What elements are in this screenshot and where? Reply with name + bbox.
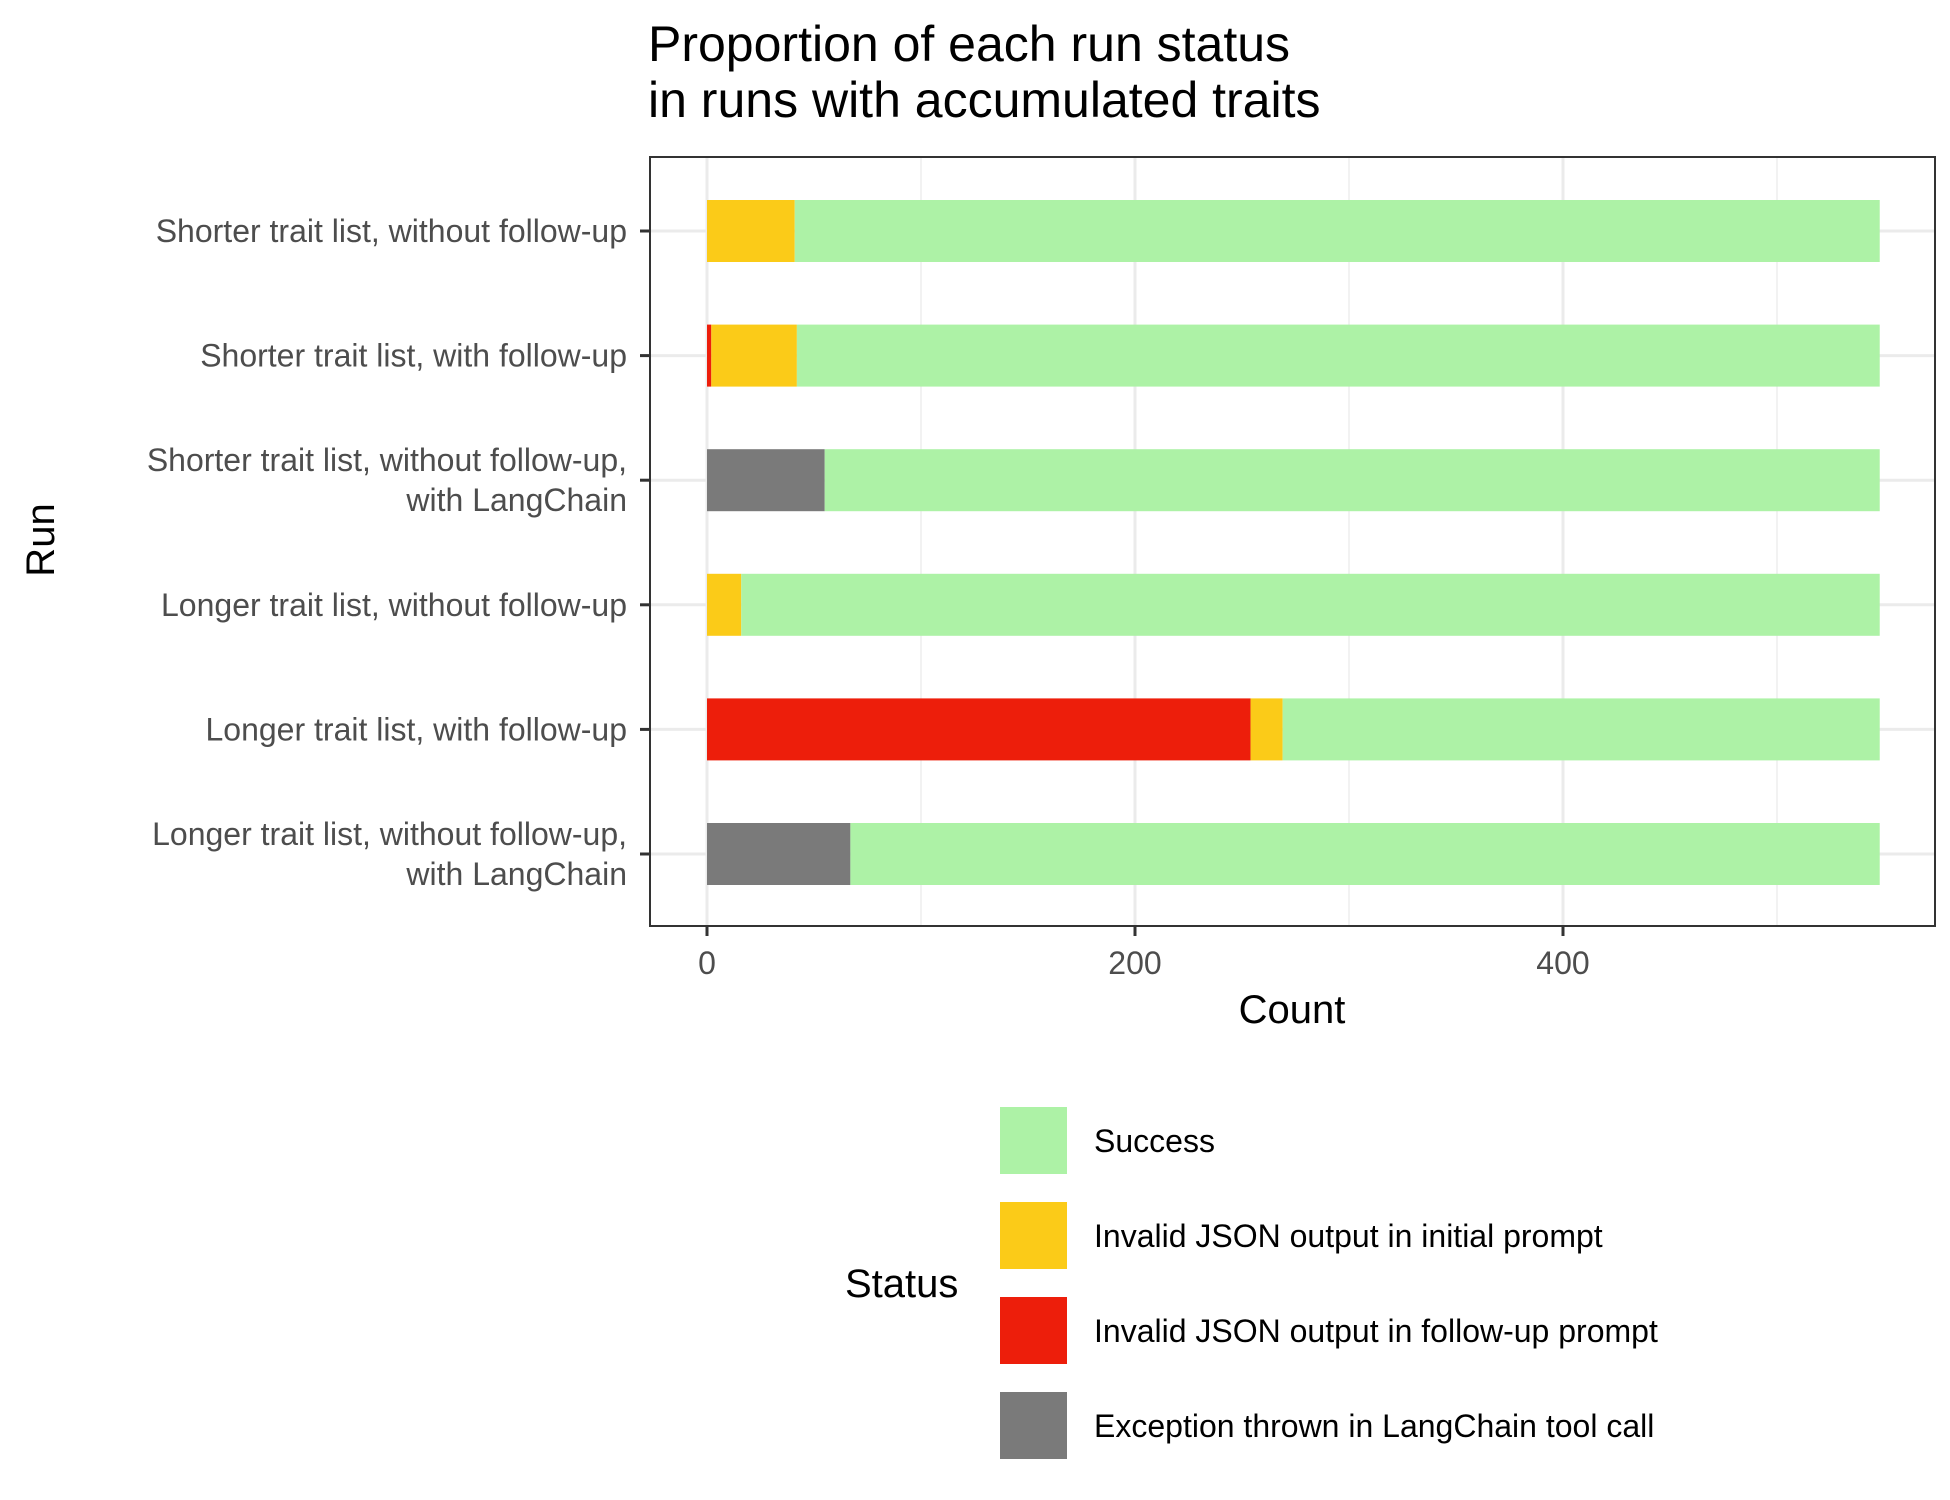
- y-axis: Shorter trait list, without follow-up Sho…: [147, 213, 650, 892]
- y-tick-label: Longer trait list, without follow-up, wit…: [152, 816, 627, 892]
- y-tick-label: Shorter trait list, without follow-up, wi…: [147, 442, 627, 518]
- y-tick-label: Longer trait list, without follow-up: [161, 587, 627, 623]
- legend-label: Exception thrown in LangChain tool call: [1094, 1408, 1654, 1444]
- bar-segment: [707, 449, 825, 512]
- legend-label: Success: [1094, 1123, 1215, 1159]
- y-tick-label: Shorter trait list, without follow-up: [156, 213, 627, 249]
- legend-swatch: [1000, 1202, 1067, 1269]
- panel-background: [650, 157, 1935, 926]
- plot-panel: [649, 156, 1936, 927]
- x-axis-title: Count: [1239, 988, 1346, 1032]
- x-axis: 0 200 400: [698, 926, 1590, 981]
- bar-segment: [707, 573, 742, 636]
- x-tick-label: 200: [1108, 945, 1161, 981]
- y-tick-label: Shorter trait list, with follow-up: [200, 338, 627, 374]
- legend-label: Invalid JSON output in initial prompt: [1094, 1218, 1603, 1254]
- bar-segment: [824, 449, 1880, 512]
- x-tick-label: 400: [1536, 945, 1589, 981]
- bar-segment: [711, 324, 797, 387]
- bar-segment: [707, 698, 1251, 761]
- bar-segment: [707, 200, 795, 262]
- bar-segment: [1250, 698, 1283, 761]
- bar-segment: [850, 823, 1880, 885]
- legend: Status Success Invalid JSON output in init…: [845, 1107, 1658, 1459]
- y-tick-label: Longer trait list, with follow-up: [205, 711, 627, 747]
- legend-title: Status: [845, 1262, 958, 1306]
- legend-label: Invalid JSON output in follow-up prompt: [1094, 1313, 1658, 1349]
- panel-border: [649, 156, 1936, 927]
- x-tick-label: 0: [698, 945, 716, 981]
- legend-swatch: [1000, 1107, 1067, 1174]
- bar-segment: [794, 200, 1880, 262]
- legend-swatch: [1000, 1392, 1067, 1459]
- bar-segment: [707, 823, 851, 885]
- bar-segment: [1282, 698, 1880, 761]
- bar-segment: [741, 573, 1880, 636]
- bar-segment: [707, 324, 712, 387]
- legend-swatch: [1000, 1297, 1067, 1364]
- title-line: in runs with accumulated traits: [648, 72, 1321, 128]
- bar-segment: [796, 324, 1880, 387]
- title-line: Proportion of each run status: [648, 16, 1290, 72]
- y-axis-title: Run: [19, 503, 63, 576]
